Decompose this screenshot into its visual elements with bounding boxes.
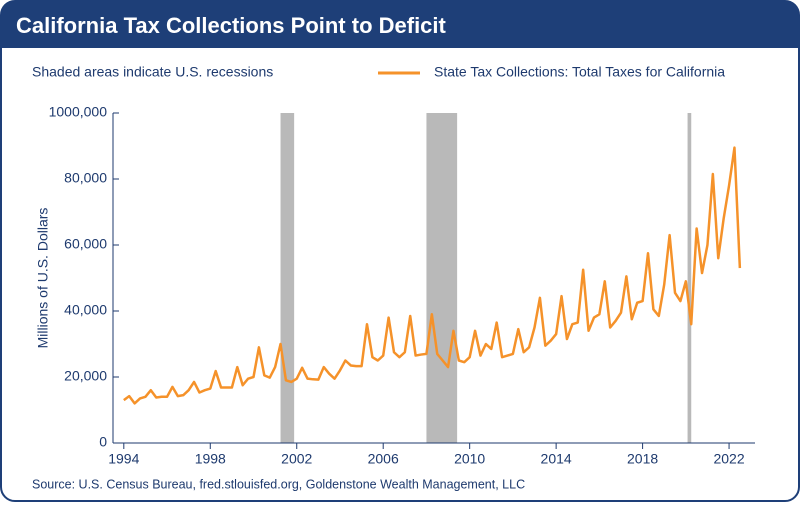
y-tick-label: 0	[99, 434, 107, 450]
subtitle: Shaded areas indicate U.S. recessions	[32, 64, 273, 80]
recession-band	[280, 113, 295, 443]
y-tick-label: 80,000	[64, 170, 107, 186]
recession-band	[426, 113, 458, 443]
source: Source: U.S. Census Bureau, fred.stlouis…	[32, 477, 525, 491]
legend-label: State Tax Collections: Total Taxes for C…	[434, 64, 725, 80]
y-tick-label: 60,000	[64, 236, 107, 252]
series-line	[123, 146, 742, 405]
header	[1, 1, 799, 48]
x-tick-label: 2022	[713, 451, 744, 467]
x-tick-label: 1994	[108, 451, 139, 467]
chart-title: California Tax Collections Point to Defi…	[16, 13, 447, 38]
x-tick-label: 2014	[541, 451, 572, 467]
x-tick-label: 1998	[195, 451, 226, 467]
x-tick-label: 2018	[627, 451, 658, 467]
y-tick-label: 40,000	[64, 302, 107, 318]
x-tick-label: 2010	[454, 451, 485, 467]
y-tick-label: 20,000	[64, 368, 107, 384]
recession-band	[687, 113, 692, 443]
y-tick-label: 1000,000	[49, 104, 108, 120]
x-tick-label: 2002	[281, 451, 312, 467]
x-tick-label: 2006	[368, 451, 399, 467]
y-axis-label: Millions of U.S. Dollars	[35, 208, 51, 349]
